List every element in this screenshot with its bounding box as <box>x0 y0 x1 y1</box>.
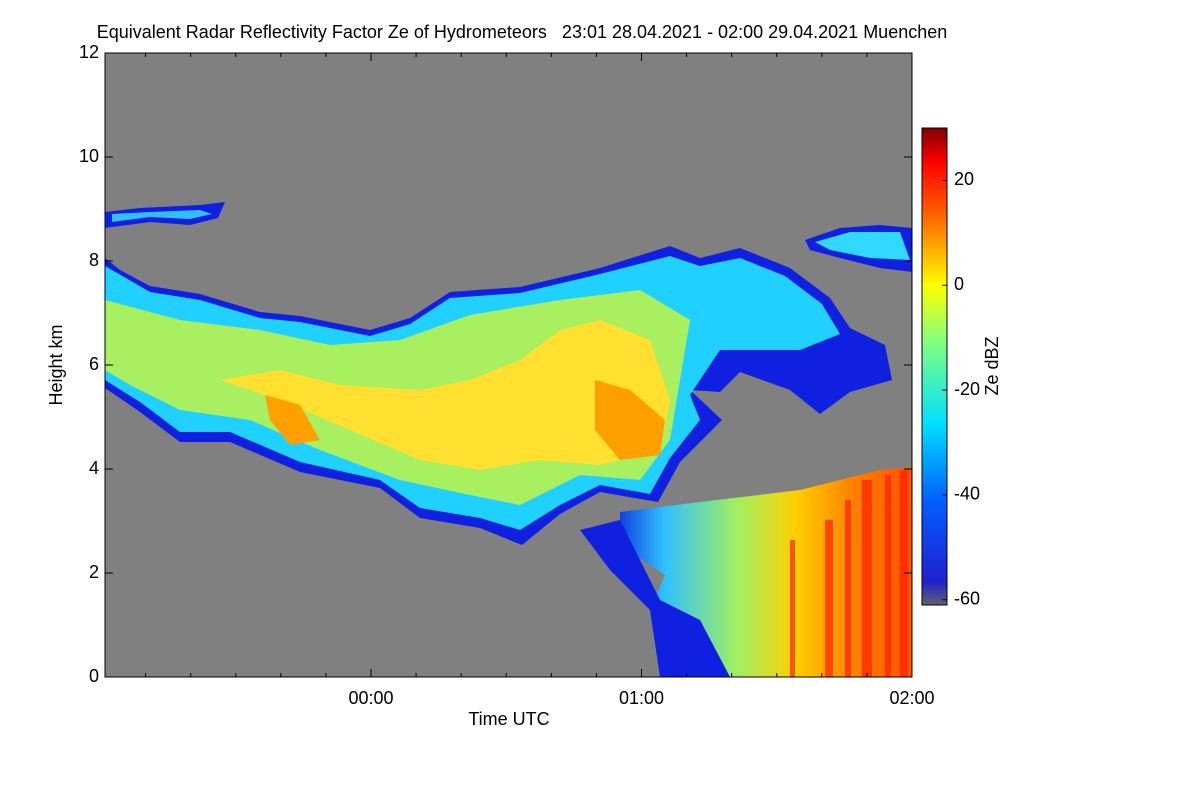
y-tick-label: 2 <box>89 562 99 582</box>
echo-top-right-core <box>815 232 910 260</box>
colorbar-tick-label: 20 <box>954 169 974 189</box>
y-tick-label: 4 <box>89 458 99 478</box>
echo-core-peak <box>265 395 320 445</box>
y-tick-label: 8 <box>89 250 99 270</box>
colorbar <box>921 127 948 606</box>
colorbar-label: Ze dBZ <box>982 336 1002 395</box>
echo-field <box>105 202 912 677</box>
echo-rain-edge <box>580 520 730 677</box>
y-tick-label: 10 <box>79 146 99 166</box>
echo-core-peak <box>595 380 665 460</box>
colorbar-tick-label: -40 <box>954 484 980 504</box>
x-tick-label: 01:00 <box>619 688 664 708</box>
x-axis-label: Time UTC <box>468 709 549 729</box>
colorbar-tick-label: -60 <box>954 589 980 609</box>
x-tick-label: 02:00 <box>889 688 934 708</box>
y-axis-label: Height km <box>46 324 66 405</box>
x-tick-label: 00:00 <box>348 688 393 708</box>
echo-core-high <box>220 320 670 470</box>
echo-top-left-core <box>112 210 212 222</box>
y-tick-label: 0 <box>89 666 99 686</box>
colorbar-tick-label: -20 <box>954 379 980 399</box>
y-tick-label: 12 <box>79 42 99 62</box>
chart-title: Equivalent Radar Reflectivity Factor Ze … <box>97 22 948 42</box>
y-tick-label: 6 <box>89 354 99 374</box>
colorbar-tick-label: 0 <box>954 274 964 294</box>
